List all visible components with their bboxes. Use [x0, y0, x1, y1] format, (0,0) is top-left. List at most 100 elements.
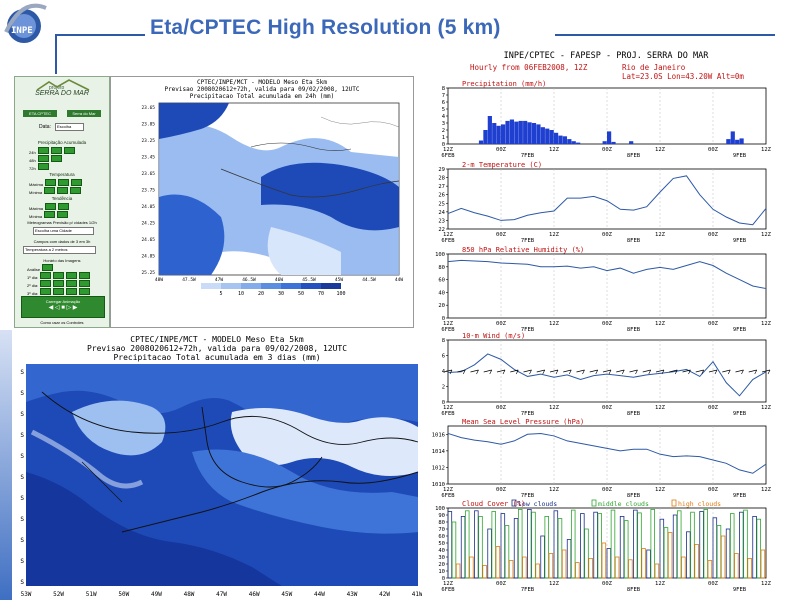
- lat-tick-label: 23.25: [141, 138, 155, 144]
- lon-tick-label: 47.5W: [182, 277, 196, 283]
- hour-button[interactable]: [42, 264, 54, 271]
- y-tick-label: 7: [442, 93, 445, 99]
- precip-bar: [514, 121, 519, 144]
- city-select[interactable]: Escolha uma Cidade: [33, 227, 94, 235]
- date-label: 9FEB: [733, 411, 747, 417]
- cloud-bar: [544, 515, 549, 579]
- date-label: 6FEB: [441, 238, 455, 244]
- x-tick-label: 12Z: [761, 232, 772, 238]
- y-tick-label: 0: [442, 400, 445, 406]
- cloud-bar: [672, 514, 678, 579]
- hour-button[interactable]: [79, 288, 91, 295]
- x-tick-label: 12Z: [655, 232, 666, 238]
- cloud-bar: [588, 557, 593, 579]
- trend-max-button[interactable]: [45, 203, 57, 210]
- field-select[interactable]: Temperatura a 2 metros: [23, 246, 96, 254]
- temp-min-button-2[interactable]: [57, 187, 69, 194]
- temp-min-button[interactable]: [44, 187, 56, 194]
- trend-min-button-2[interactable]: [57, 211, 69, 218]
- cloud-bar: [474, 510, 479, 579]
- cloud-bar: [580, 513, 585, 579]
- hour-button[interactable]: [66, 272, 78, 279]
- hour-button[interactable]: [53, 272, 65, 279]
- hour-button[interactable]: [40, 288, 52, 295]
- x-tick-label: 00Z: [602, 147, 613, 153]
- hour-button[interactable]: [40, 272, 52, 279]
- brand-name: SERRA DO MAR: [35, 90, 89, 97]
- section-temp-title: Temperatura: [49, 172, 75, 177]
- wind-barb: [682, 369, 691, 373]
- hour-button[interactable]: [40, 280, 52, 287]
- temp-max-button-2[interactable]: [58, 179, 70, 186]
- precip-24h-button-3[interactable]: [63, 147, 75, 154]
- cloud-bar: [739, 511, 744, 579]
- meteogram-subtitle: Hourly from 06FEB2008, 12Z: [470, 63, 588, 72]
- date-label: 9FEB: [733, 153, 747, 159]
- precip-48h-button-2[interactable]: [50, 155, 62, 162]
- meteogram-label: Meteogramas Previsão p/ cidades 1/2h: [27, 220, 97, 225]
- fields-label: Campos com dados de 3 em 3h: [33, 239, 91, 244]
- hour-button[interactable]: [53, 288, 65, 295]
- cloud-bar: [729, 513, 735, 579]
- cloud-bar: [469, 556, 474, 579]
- wind-barb: [510, 369, 519, 373]
- lon-tick-label: 53W: [21, 591, 32, 598]
- cloud-bar: [720, 535, 726, 579]
- legend-swatch: [511, 499, 517, 507]
- y-tick-label: 0: [442, 142, 445, 148]
- lat-tick-label: 23.45: [141, 155, 155, 161]
- help-footer[interactable]: Como usar os Controles: [40, 320, 84, 325]
- precip-72h-button[interactable]: [37, 163, 49, 170]
- y-tick-label: 0: [442, 576, 445, 582]
- big-map-plot: S S S S S S S S S S S 53W 52W 51W 50W 49W 48W 47W 46W 45W 4…: [20, 364, 422, 598]
- wind-barb: [563, 369, 572, 373]
- playback-buttons[interactable]: ◀ ◁ ■ ▷ ▶: [48, 305, 78, 311]
- legend-entry: high clouds: [678, 500, 721, 508]
- hour-button[interactable]: [66, 280, 78, 287]
- precip-24h-button-2[interactable]: [50, 147, 62, 154]
- precip-bar: [483, 130, 488, 144]
- y-tick-label: 20: [438, 303, 445, 309]
- eta-cptec-button[interactable]: ETA CPTEC: [23, 110, 57, 117]
- precip-bar: [501, 124, 506, 144]
- wind-barb: [748, 369, 757, 373]
- temp-max-button-3[interactable]: [71, 179, 83, 186]
- loop-label[interactable]: Carregar Animação: [45, 299, 81, 304]
- temp-max-button[interactable]: [45, 179, 57, 186]
- hour-button[interactable]: [66, 288, 78, 295]
- date-select[interactable]: Escolha: [55, 123, 84, 131]
- cloud-bar: [614, 556, 620, 579]
- y-tick-label: 80: [438, 520, 445, 526]
- hour-button[interactable]: [79, 280, 91, 287]
- x-tick-label: 12Z: [443, 147, 454, 153]
- trend-min-button[interactable]: [44, 211, 56, 218]
- lat-tick-label: 24.85: [141, 254, 155, 260]
- hour-button[interactable]: [53, 280, 65, 287]
- precip-48h-button[interactable]: [37, 155, 49, 162]
- precip-24h-button[interactable]: [37, 147, 49, 154]
- trend-max-button-2[interactable]: [58, 203, 70, 210]
- date-label: 6FEB: [441, 493, 455, 499]
- wind-barb: [470, 369, 479, 373]
- cloud-bar: [597, 513, 602, 579]
- wind-barb: [589, 369, 598, 373]
- precip-72h-row: 72h: [29, 163, 50, 171]
- lon-tick-label: 42W: [379, 591, 390, 598]
- x-tick-label: 12Z: [549, 487, 560, 493]
- temp-min-button-3[interactable]: [70, 187, 82, 194]
- meteogram-svg: INPE/CPTEC - FAPESP - PROJ. SERRA DO MAR…: [432, 51, 772, 593]
- serra-do-mar-button[interactable]: Serra do Mar: [67, 110, 101, 117]
- date-label: 6FEB: [441, 327, 455, 333]
- cloud-bar: [606, 548, 612, 579]
- hour-button[interactable]: [79, 272, 91, 279]
- legend-entry: middle clouds: [598, 500, 649, 508]
- y-tick-label: 40: [438, 548, 445, 554]
- precip-bar: [496, 125, 501, 144]
- y-tick-label: 26: [438, 193, 445, 199]
- y-tick-label: 25: [438, 201, 445, 207]
- y-tick-label: 2: [442, 128, 445, 134]
- date-label: 8FEB: [627, 327, 641, 333]
- cloud-bar: [712, 517, 718, 579]
- wind-barb-flag: [688, 369, 691, 375]
- lon-tick-label: 49W: [151, 591, 162, 598]
